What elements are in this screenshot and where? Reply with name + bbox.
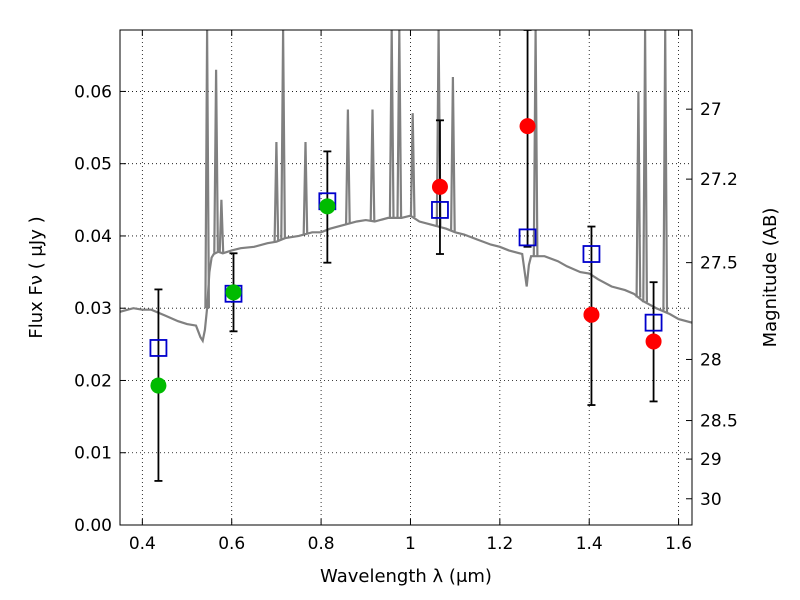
emission-line-spike <box>213 69 219 253</box>
observed-point-green <box>319 198 336 215</box>
observed-point-red <box>645 333 662 350</box>
right-axis-label: Magnitude (AB) <box>760 208 781 348</box>
right-tick-label: 27.2 <box>700 170 738 190</box>
axis-ticks: 0.4 0.6 0.8 1 1.2 1.4 1.6 0.00 0.01 0.02 0.03 0.04 0… <box>74 30 738 554</box>
observed-point-green <box>150 377 167 394</box>
observed-point-red <box>583 306 600 323</box>
observed-point-green <box>225 284 242 301</box>
x-tick-label: 1.4 <box>576 534 603 554</box>
model-point-square <box>644 313 663 332</box>
emission-line-spike <box>302 141 309 235</box>
emission-line-spike <box>396 30 403 218</box>
emission-line-spike <box>450 76 456 232</box>
emission-line-spike <box>218 199 225 253</box>
model-point-square <box>518 228 537 247</box>
y-tick-label: 0.06 <box>74 82 112 102</box>
emission-line-spike <box>204 30 210 309</box>
x-tick-label: 1 <box>405 534 416 554</box>
x-tick-label: 1.6 <box>665 534 692 554</box>
y-tick-label: 0.03 <box>74 299 112 319</box>
emission-line-spike <box>662 30 669 313</box>
right-tick-label: 30 <box>700 490 722 510</box>
observed-point-red <box>431 178 448 195</box>
emission-line-spike <box>388 30 395 218</box>
model-point-square <box>582 245 601 263</box>
y-tick-label: 0.05 <box>74 155 112 175</box>
x-axis-label: Wavelength λ (μm) <box>320 566 492 587</box>
emission-line-spike <box>635 91 642 298</box>
right-tick-label: 27.5 <box>700 254 738 274</box>
emission-line-spike <box>532 30 539 257</box>
emission-line-spike <box>273 141 280 242</box>
right-tick-label: 28.5 <box>700 412 738 432</box>
emission-line-spike <box>345 109 351 224</box>
right-tick-label: 27 <box>700 100 722 120</box>
plot-frame <box>119 29 693 526</box>
emission-line-spike <box>280 30 286 240</box>
model-point-square <box>149 339 168 357</box>
y-tick-label: 0.00 <box>74 516 112 536</box>
emission-line-spike <box>369 109 376 222</box>
observed-points <box>150 118 662 394</box>
y-tick-label: 0.01 <box>74 444 112 464</box>
emission-line-spike <box>409 113 416 218</box>
right-tick-label: 29 <box>700 450 722 470</box>
x-tick-label: 0.4 <box>129 534 156 554</box>
x-tick-label: 0.8 <box>308 534 335 554</box>
model-point-square <box>431 201 449 219</box>
y-tick-label: 0.04 <box>74 227 112 247</box>
y-axis-label: Flux Fν ( μJy ) <box>26 216 47 338</box>
x-tick-label: 1.2 <box>486 534 513 554</box>
y-tick-label: 0.02 <box>74 371 112 391</box>
right-tick-label: 28 <box>700 350 722 370</box>
emission-line-spike <box>642 30 648 303</box>
error-bars <box>154 30 658 482</box>
x-tick-label: 0.6 <box>218 534 245 554</box>
model-spectrum <box>120 30 692 344</box>
observed-point-red <box>519 118 536 135</box>
